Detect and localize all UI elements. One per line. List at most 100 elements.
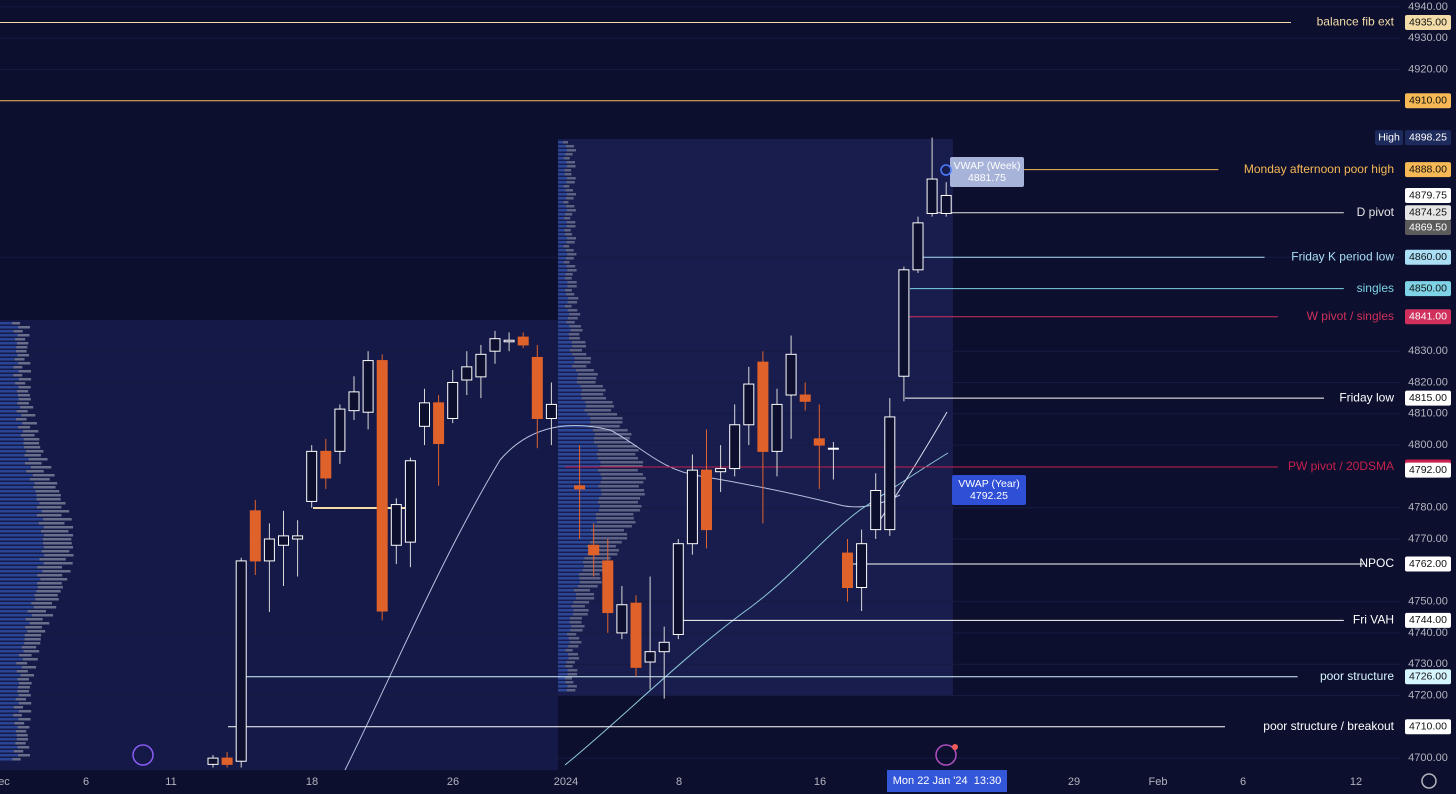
profile-bar xyxy=(566,209,576,212)
profile-bar xyxy=(588,425,620,428)
profile-bar xyxy=(558,501,598,504)
profile-bar xyxy=(0,534,44,537)
profile-bar xyxy=(558,437,594,440)
y-tick-label: 4720.00 xyxy=(1408,689,1448,701)
level-label: Friday K period low xyxy=(1291,249,1394,263)
profile-bar xyxy=(0,578,41,581)
profile-bar xyxy=(0,682,19,685)
profile-bar xyxy=(558,669,568,672)
profile-bar xyxy=(558,289,565,292)
candle-body xyxy=(799,394,811,402)
profile-bar xyxy=(564,217,571,220)
grid xyxy=(0,6,1400,759)
profile-bar xyxy=(571,625,585,628)
profile-bar xyxy=(24,642,41,645)
profile-bar xyxy=(596,453,636,456)
profile-bar xyxy=(36,590,61,593)
profile-bar xyxy=(32,474,55,477)
profile-bar xyxy=(36,498,61,501)
profile-bar xyxy=(0,518,44,521)
profile-bar xyxy=(558,157,564,160)
profile-bar xyxy=(18,654,32,657)
price-badge xyxy=(1405,205,1451,221)
profile-bar xyxy=(14,358,25,361)
profile-bar xyxy=(565,677,573,680)
profile-bar xyxy=(575,369,594,372)
price-badge-label: 4898.25 xyxy=(1409,131,1447,143)
profile-bar xyxy=(13,714,22,717)
profile-bar xyxy=(36,514,62,517)
profile-bar xyxy=(558,201,564,204)
candle-body xyxy=(757,361,769,452)
profile-bar xyxy=(558,305,565,308)
profile-bar xyxy=(558,617,570,620)
event-icon[interactable] xyxy=(935,744,957,766)
price-badge-label: 4869.50 xyxy=(1409,221,1447,233)
candle-body xyxy=(362,360,374,413)
profile-bar xyxy=(558,613,573,616)
x-tick-label: 6 xyxy=(1240,776,1246,788)
profile-bar xyxy=(558,601,574,604)
profile-bar xyxy=(567,301,577,304)
price-badge xyxy=(1405,281,1451,297)
profile-bar xyxy=(558,653,568,656)
candle-body xyxy=(870,489,882,531)
profile-bar xyxy=(17,334,30,337)
level-label: singles xyxy=(1357,281,1394,295)
candle-body xyxy=(785,353,797,396)
profile-bar xyxy=(597,445,637,448)
profile-bar xyxy=(569,617,582,620)
profile-bar xyxy=(34,594,58,597)
profile-bar xyxy=(566,237,576,240)
profile-bar xyxy=(0,622,30,625)
profile-bar xyxy=(558,361,575,364)
profile-bar xyxy=(576,381,596,384)
profile-bar xyxy=(558,409,585,412)
settings-icon[interactable] xyxy=(1421,773,1437,789)
profile-bar xyxy=(18,710,32,713)
profile-bar xyxy=(0,598,36,601)
profile-bar xyxy=(558,393,581,396)
profile-bar xyxy=(0,438,24,441)
profile-bar xyxy=(36,494,61,497)
profile-bar xyxy=(0,550,42,553)
profile-bar xyxy=(583,561,609,564)
profile-bar xyxy=(0,758,13,761)
profile-bar xyxy=(20,434,35,437)
price-badge xyxy=(1405,669,1451,685)
candle-body xyxy=(517,336,529,346)
profile-bar xyxy=(17,678,29,681)
profile-bar xyxy=(0,630,28,633)
profile-bar xyxy=(573,589,590,592)
profile-bar xyxy=(599,505,642,508)
level-label: Monday afternoon poor high xyxy=(1244,162,1394,176)
profile-bar xyxy=(0,526,44,529)
profile-bar xyxy=(15,338,26,341)
candle-body xyxy=(912,222,924,271)
profile-bar xyxy=(21,414,36,417)
y-tick-label: 4780.00 xyxy=(1408,502,1448,514)
level-label: poor structure / breakout xyxy=(1263,719,1394,733)
profile-bar xyxy=(565,213,573,216)
event-icon[interactable] xyxy=(132,744,154,766)
profile-bar xyxy=(0,386,19,389)
profile-bar xyxy=(564,229,571,232)
price-badge xyxy=(1405,462,1451,478)
profile-bar xyxy=(565,249,574,252)
profile-bar xyxy=(42,538,72,541)
x-tick-label: 29 xyxy=(1068,776,1080,788)
profile-bar xyxy=(558,577,580,580)
vwap-value: 4881.75 xyxy=(968,172,1006,184)
profile-bar xyxy=(0,642,25,645)
profile-bar xyxy=(16,734,28,737)
profile-bar xyxy=(0,406,20,409)
profile-bar xyxy=(558,633,568,636)
profile-bar xyxy=(558,453,597,456)
profile-bar xyxy=(0,594,35,597)
profile-bar xyxy=(568,657,580,660)
profile-bar xyxy=(558,249,566,252)
profile-bar xyxy=(17,726,30,729)
profile-bar xyxy=(558,581,580,584)
profile-bar xyxy=(0,646,22,649)
profile-bar xyxy=(0,710,19,713)
